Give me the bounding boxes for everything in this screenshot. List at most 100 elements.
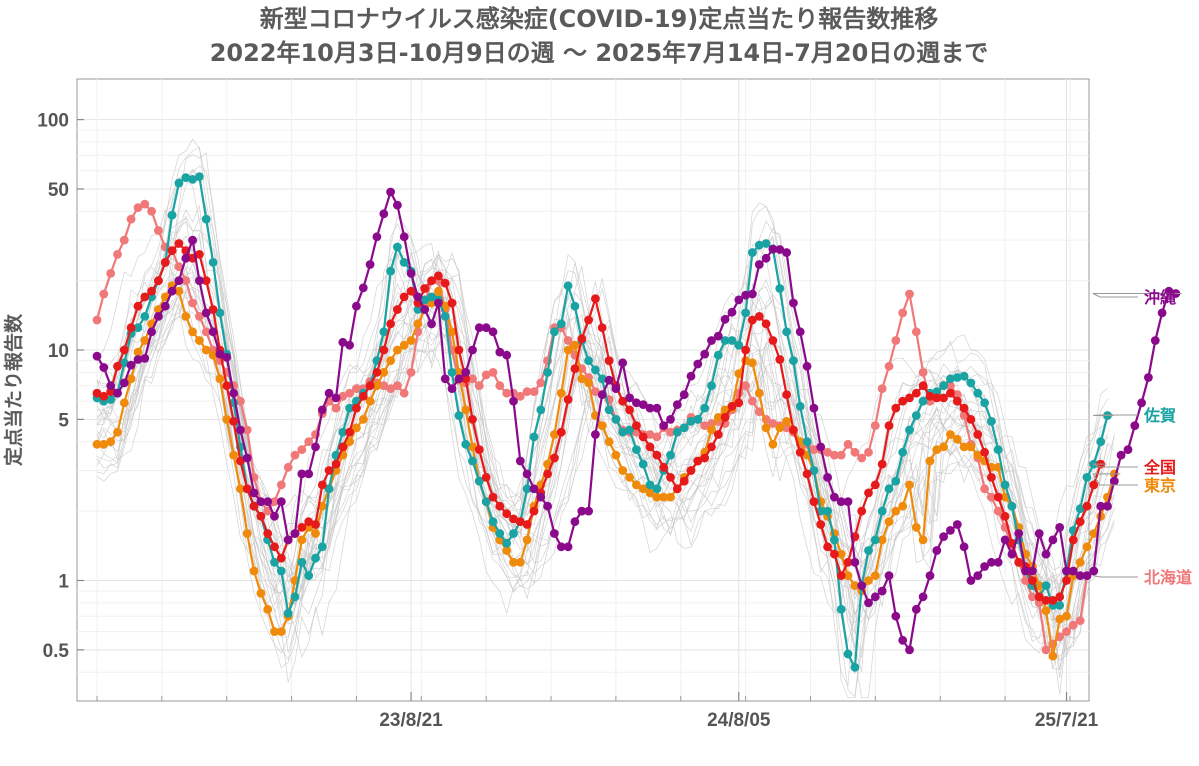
data-point xyxy=(570,301,580,311)
data-point xyxy=(570,517,580,527)
data-point xyxy=(113,250,122,259)
data-point xyxy=(864,598,873,608)
data-point xyxy=(1034,581,1044,590)
data-point xyxy=(905,425,914,435)
data-point xyxy=(843,557,853,567)
series-沖縄 xyxy=(92,187,1181,655)
data-point xyxy=(222,381,232,391)
data-point xyxy=(686,466,696,475)
data-point xyxy=(297,523,307,532)
legend-leader xyxy=(1092,414,1138,416)
data-point xyxy=(659,421,669,430)
data-point xyxy=(727,336,737,345)
data-point xyxy=(536,378,546,388)
data-point xyxy=(147,206,157,216)
data-point xyxy=(973,430,983,439)
data-point xyxy=(515,517,525,527)
data-point xyxy=(884,571,894,580)
data-point xyxy=(584,378,593,388)
data-point xyxy=(918,535,928,545)
data-point xyxy=(160,301,170,311)
data-point xyxy=(700,349,710,359)
data-point xyxy=(1000,535,1010,545)
data-point xyxy=(276,553,286,563)
data-point xyxy=(748,358,757,368)
data-point xyxy=(434,298,443,308)
data-point xyxy=(1089,566,1099,576)
data-point xyxy=(1028,576,1037,585)
data-point xyxy=(133,323,143,333)
data-point xyxy=(604,356,614,365)
x-tick-label: 25/7/21 xyxy=(1035,710,1099,731)
data-point xyxy=(242,425,252,435)
data-point xyxy=(242,529,252,538)
data-point xyxy=(987,417,996,426)
data-point xyxy=(181,253,191,263)
data-point xyxy=(304,437,314,447)
data-point xyxy=(713,430,723,439)
data-point xyxy=(1075,571,1085,580)
data-point xyxy=(256,511,266,521)
data-point xyxy=(447,327,457,337)
data-point xyxy=(201,327,211,337)
data-point xyxy=(126,360,136,370)
data-point xyxy=(850,662,860,672)
x-tick-label: 24/8/05 xyxy=(707,710,771,731)
data-point xyxy=(420,295,430,305)
data-point xyxy=(393,305,402,314)
data-point xyxy=(932,393,942,403)
data-point xyxy=(864,447,873,457)
data-point xyxy=(563,542,573,552)
data-point xyxy=(379,209,389,219)
data-point xyxy=(427,298,436,308)
data-point xyxy=(843,571,853,580)
data-point xyxy=(461,368,471,377)
data-point xyxy=(597,390,607,400)
data-point xyxy=(775,245,785,254)
data-point xyxy=(1028,566,1037,576)
data-point xyxy=(1007,501,1017,511)
data-point xyxy=(99,439,109,449)
data-point xyxy=(1014,529,1024,538)
data-point xyxy=(768,244,778,254)
data-point xyxy=(1082,501,1092,511)
data-point xyxy=(427,276,436,286)
data-point xyxy=(638,484,648,494)
data-point xyxy=(1041,581,1051,590)
data-point xyxy=(195,250,204,259)
data-point xyxy=(577,374,587,384)
legend-leader xyxy=(1092,575,1138,578)
data-point xyxy=(522,520,532,529)
data-point xyxy=(905,480,914,490)
data-point xyxy=(591,430,600,439)
data-point xyxy=(201,308,211,318)
data-point xyxy=(133,203,143,213)
data-point xyxy=(1034,592,1044,602)
data-point xyxy=(877,535,887,545)
data-point xyxy=(734,369,744,378)
data-point xyxy=(604,437,614,447)
data-point xyxy=(830,549,839,559)
data-point xyxy=(338,337,348,347)
data-point xyxy=(1075,616,1085,625)
data-point xyxy=(666,492,675,502)
data-point xyxy=(741,308,750,318)
data-point xyxy=(911,327,921,337)
data-point xyxy=(570,340,580,350)
data-point xyxy=(1109,476,1119,486)
data-point xyxy=(563,345,573,355)
data-point xyxy=(761,253,771,263)
data-point xyxy=(625,425,634,435)
data-point xyxy=(768,419,778,428)
data-point xyxy=(795,401,805,411)
data-point xyxy=(522,484,532,494)
data-point xyxy=(290,450,300,460)
data-point xyxy=(1144,373,1153,382)
data-point xyxy=(140,336,150,345)
data-point xyxy=(222,352,232,362)
data-point xyxy=(1000,511,1010,521)
data-point xyxy=(1055,614,1065,624)
data-point xyxy=(877,384,887,393)
data-point xyxy=(529,387,539,396)
